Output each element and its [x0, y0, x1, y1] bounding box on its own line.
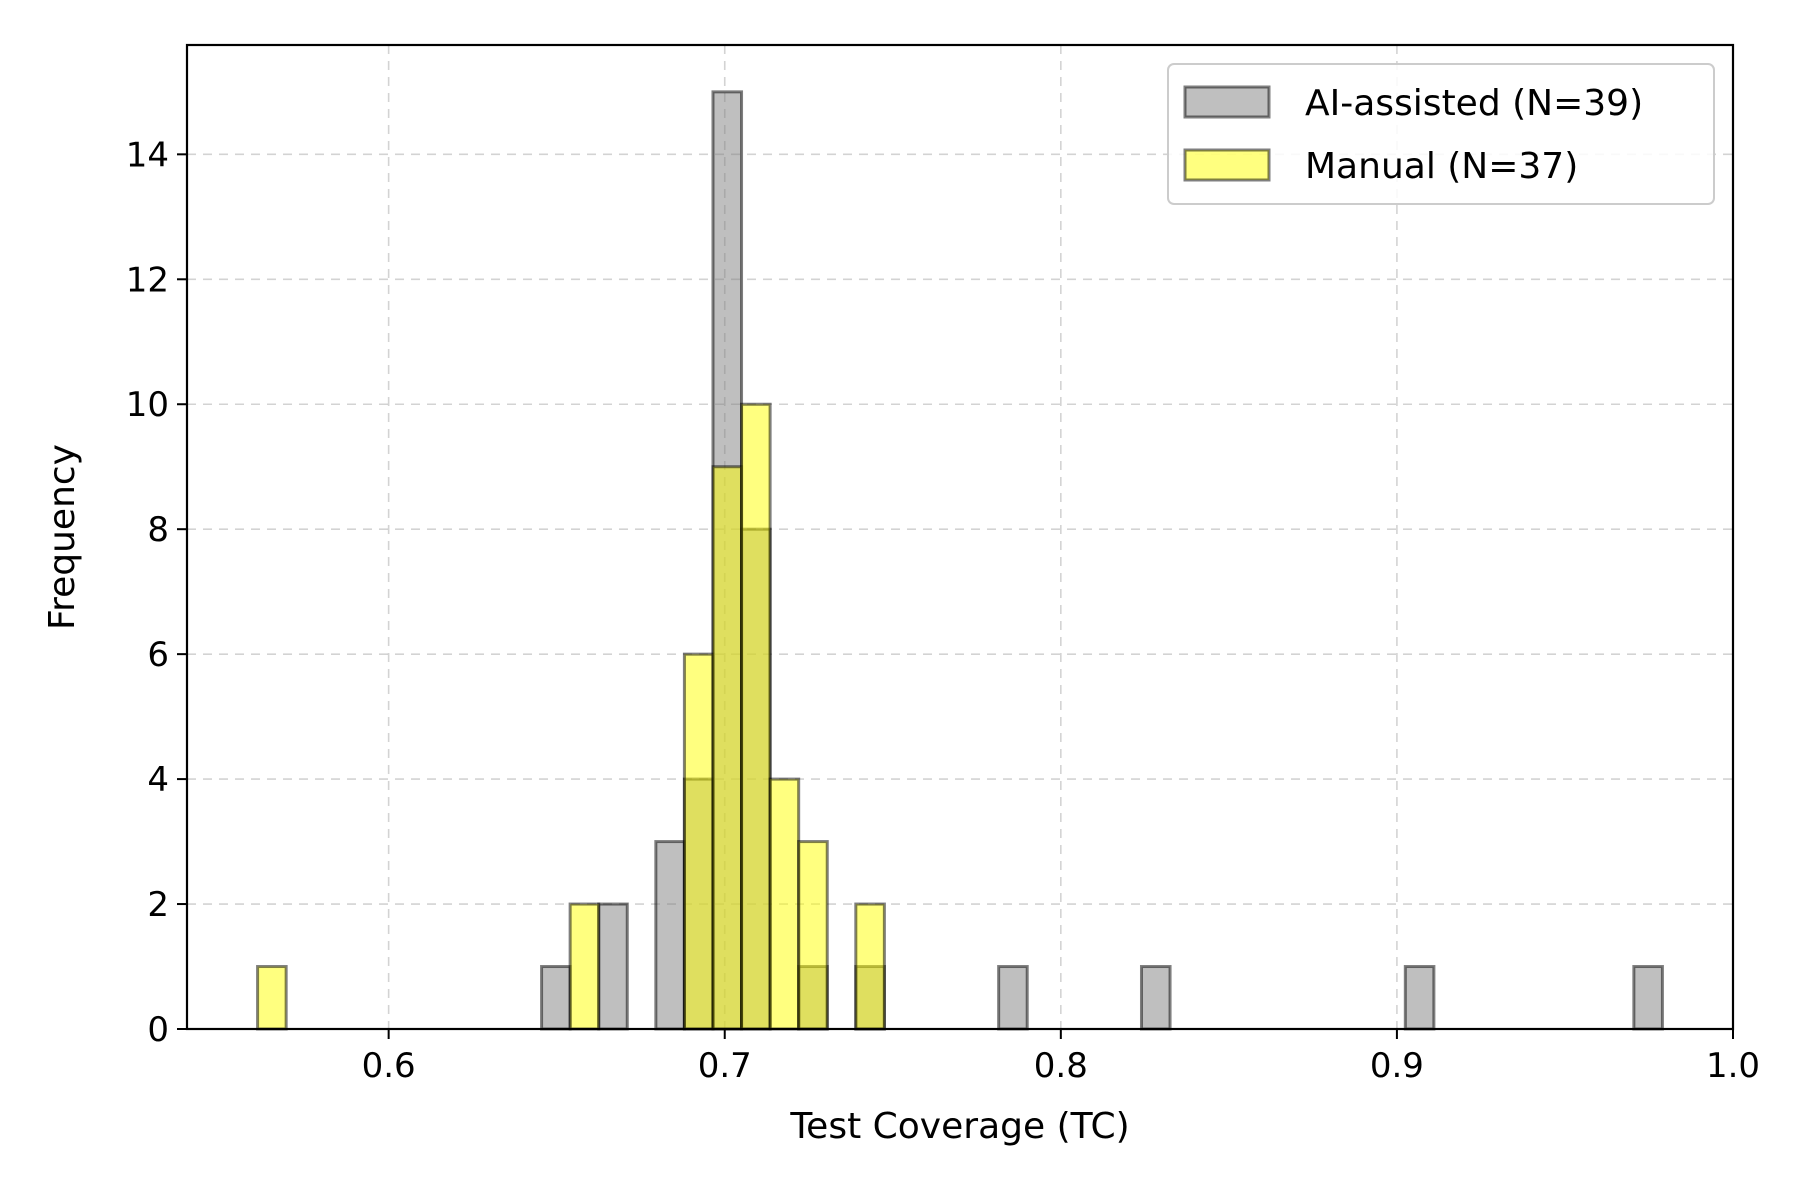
- bar-series-0-bin-9: [1139, 965, 1172, 1031]
- y-tick-label-7: 14: [126, 135, 169, 175]
- legend-swatch-0: [1183, 85, 1271, 119]
- plot-frame: [185, 43, 1735, 1031]
- y-axis: 0 2 4 6 8 10 12 14: [126, 135, 187, 1050]
- x-tick-label-0: 0.6: [362, 1046, 416, 1086]
- y-tick-label-2: 4: [147, 760, 169, 800]
- bar-series-0-bin-2: [654, 840, 686, 1031]
- bar-series-1-bin-2: [682, 652, 715, 1031]
- bar-series-0-bin-0: [540, 965, 572, 1031]
- bars: [256, 90, 1664, 1031]
- bar-series-0-bin-8: [997, 965, 1029, 1031]
- bar-series-1-bin-4: [740, 402, 772, 1031]
- bar-series-0-bin-1: [597, 902, 629, 1031]
- bar-series-1-bin-5: [768, 777, 801, 1031]
- bar-series-0-bin-11: [1632, 965, 1664, 1031]
- bar-series-1-bin-3: [711, 465, 744, 1031]
- bar-series-1-bin-6: [797, 840, 829, 1031]
- x-tick-label-2: 0.8: [1034, 1046, 1088, 1086]
- legend-label-0: AI-assisted (N=39): [1305, 83, 1643, 124]
- y-tick-label-0: 0: [147, 1010, 169, 1050]
- y-tick-label-5: 10: [126, 385, 169, 425]
- x-axis: 0.6 0.7 0.8 0.9 1.0: [362, 1029, 1760, 1086]
- y-tick-label-6: 12: [126, 260, 169, 300]
- legend: AI-assisted (N=39) Manual (N=37): [1167, 63, 1715, 205]
- legend-box: [1167, 63, 1715, 205]
- y-tick-label-3: 6: [147, 635, 169, 675]
- bar-series-0-bin-10: [1403, 965, 1436, 1031]
- x-tick-label-4: 1.0: [1706, 1046, 1760, 1086]
- legend-swatch-1: [1183, 148, 1271, 182]
- y-axis-label: Frequency: [42, 444, 83, 630]
- bar-series-1-bin-7: [854, 902, 886, 1031]
- x-tick-label-1: 0.7: [698, 1046, 752, 1086]
- y-tick-label-1: 2: [147, 885, 169, 925]
- legend-label-1: Manual (N=37): [1305, 146, 1578, 187]
- x-tick-label-3: 0.9: [1370, 1046, 1424, 1086]
- bar-series-1-bin-0: [256, 965, 288, 1031]
- y-tick-label-4: 8: [147, 510, 169, 550]
- x-axis-label: Test Coverage (TC): [789, 1106, 1129, 1147]
- bar-series-1-bin-1: [568, 902, 601, 1031]
